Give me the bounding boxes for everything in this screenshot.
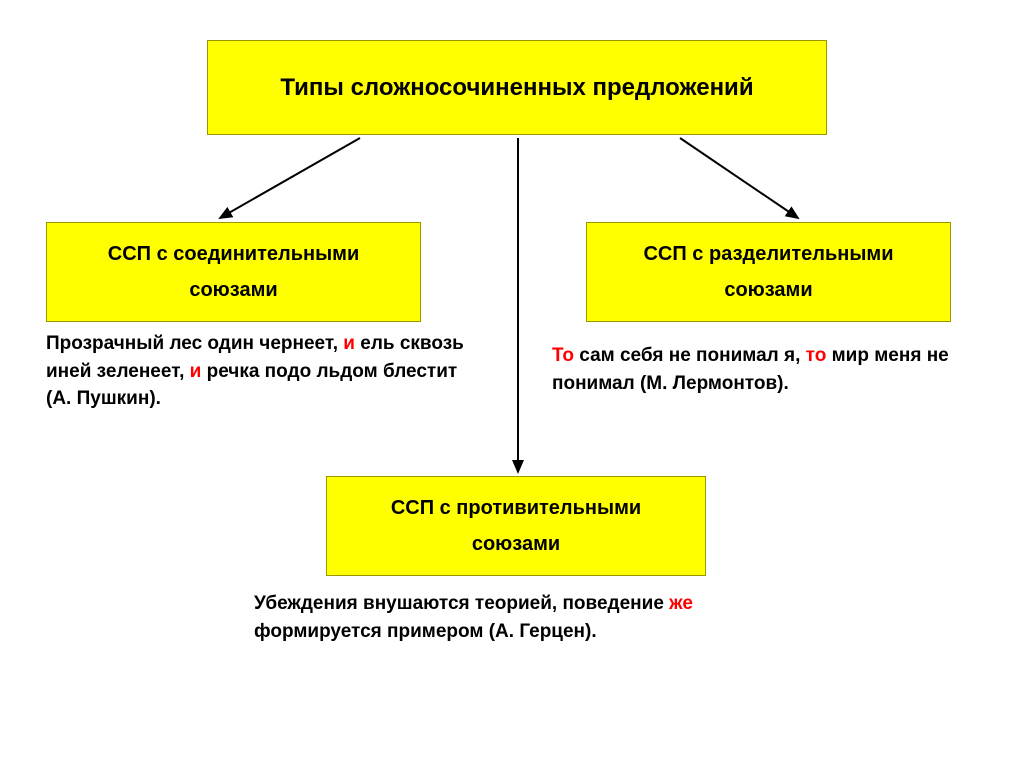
title-box: Типы сложносочиненных предложений: [207, 40, 827, 135]
right-ex-hl1: То: [552, 345, 574, 366]
right-box-line1: ССП с разделительными: [643, 236, 893, 272]
left-example: Прозрачный лес один чернеет, и ель сквоз…: [46, 330, 476, 413]
bottom-ex-post: формируется примером (А. Герцен).: [254, 621, 597, 642]
left-ex-hl2: и: [190, 361, 202, 382]
bottom-box-line2: союзами: [391, 526, 641, 562]
bottom-ex-hl1: же: [669, 593, 693, 614]
right-example: То сам себя не понимал я, то мир меня не…: [552, 342, 972, 397]
right-box-content: ССП с разделительными союзами: [643, 236, 893, 308]
right-box: ССП с разделительными союзами: [586, 222, 951, 322]
left-ex-hl1: и: [343, 333, 355, 354]
right-ex-mid1: сам себя не понимал я,: [574, 345, 806, 366]
bottom-example: Убеждения внушаются теорией, поведение ж…: [254, 590, 714, 645]
left-box-content: ССП с соединительными союзами: [108, 236, 360, 308]
arrow-to-left: [220, 138, 360, 218]
left-box-line2: союзами: [108, 272, 360, 308]
title-text: Типы сложносочиненных предложений: [280, 66, 753, 109]
left-box: ССП с соединительными союзами: [46, 222, 421, 322]
bottom-box-line1: ССП с противительными: [391, 490, 641, 526]
left-ex-pre: Прозрачный лес один чернеет,: [46, 333, 343, 354]
bottom-box-content: ССП с противительными союзами: [391, 490, 641, 562]
bottom-ex-pre: Убеждения внушаются теорией, поведение: [254, 593, 669, 614]
bottom-box: ССП с противительными союзами: [326, 476, 706, 576]
right-ex-hl2: то: [806, 345, 827, 366]
right-box-line2: союзами: [643, 272, 893, 308]
arrow-to-right: [680, 138, 798, 218]
left-box-line1: ССП с соединительными: [108, 236, 360, 272]
